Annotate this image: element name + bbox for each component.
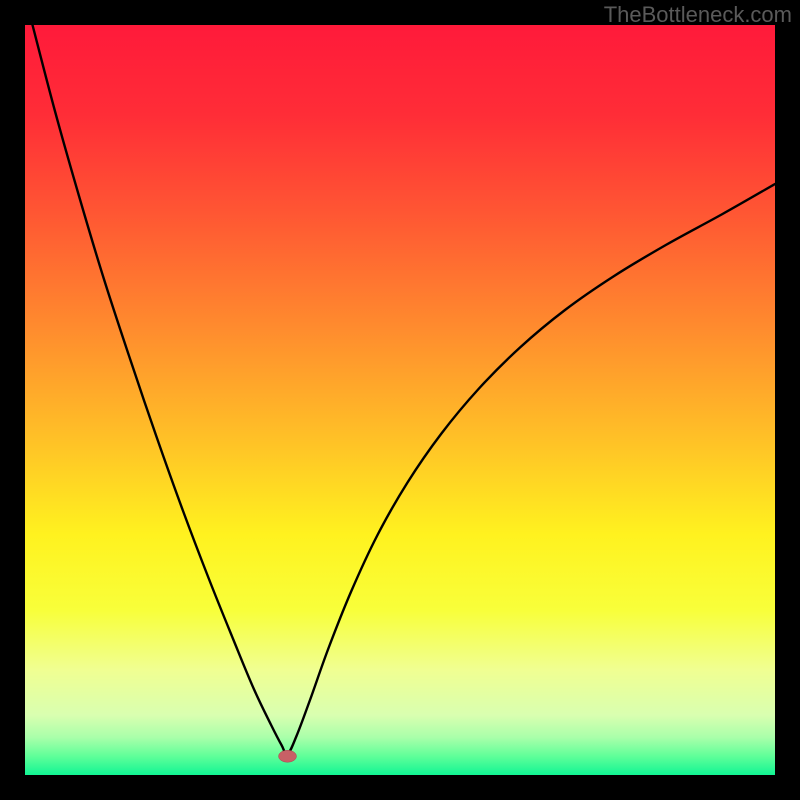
gradient-background <box>25 25 775 775</box>
bottleneck-chart <box>25 25 775 775</box>
watermark-text: TheBottleneck.com <box>604 2 792 28</box>
chart-container: TheBottleneck.com <box>0 0 800 800</box>
minimum-marker <box>279 750 297 762</box>
